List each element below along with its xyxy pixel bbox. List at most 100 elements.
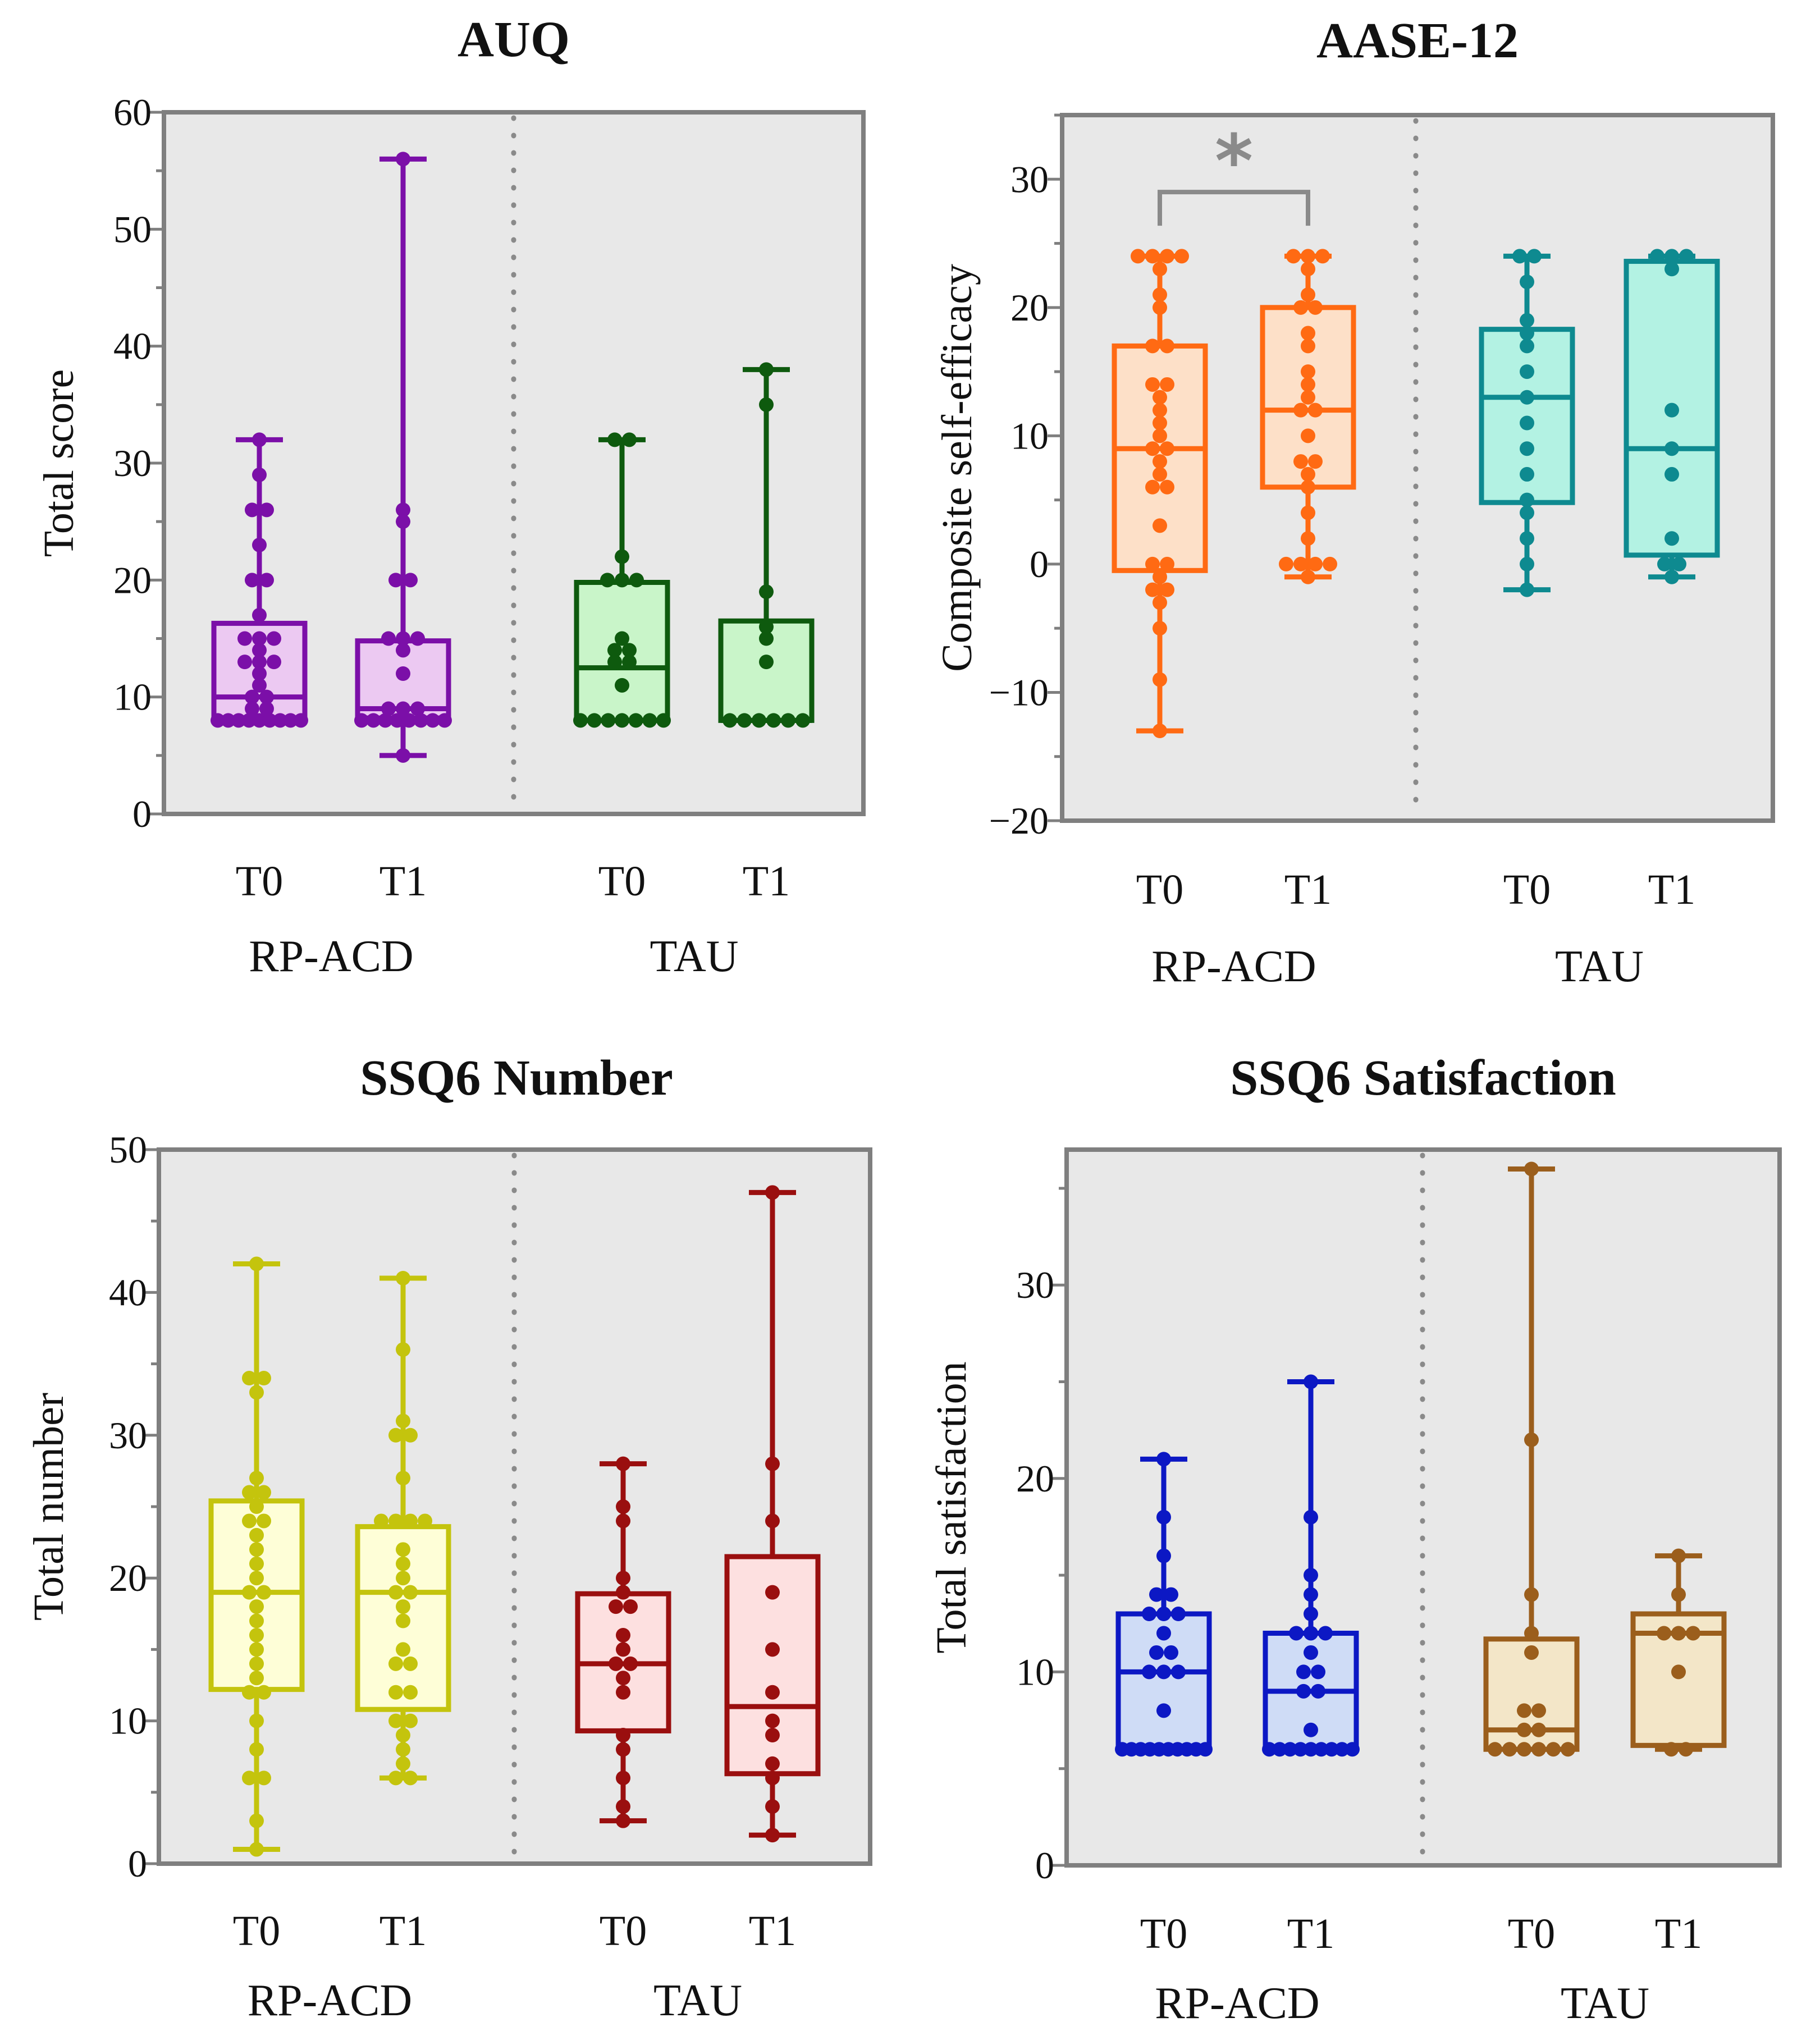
box-tau-t0 [1479, 249, 1575, 597]
group-label: RP-ACD [248, 1976, 412, 2025]
data-point [1546, 1742, 1561, 1757]
data-point [1664, 402, 1679, 418]
data-point [1279, 556, 1293, 571]
data-point [249, 1742, 264, 1757]
data-point [221, 713, 236, 728]
data-point [1301, 326, 1315, 341]
data-point [1517, 1722, 1531, 1737]
data-point [765, 1685, 780, 1700]
data-point [1145, 441, 1160, 456]
data-point [1520, 505, 1534, 520]
group-label: TAU [653, 1976, 742, 2025]
data-point [249, 1499, 264, 1514]
data-point [396, 1613, 410, 1628]
data-point [241, 713, 257, 728]
data-point [249, 1713, 264, 1728]
data-point [765, 1185, 780, 1200]
data-point [1156, 1664, 1171, 1680]
chart-panel-1: AASE-12 −20 −10 0 10 20 30 Composite self-effic… [934, 13, 1775, 991]
data-point [1524, 1161, 1539, 1177]
data-point [381, 631, 396, 646]
data-point [1524, 1626, 1539, 1641]
data-point [759, 631, 774, 646]
data-point [1334, 1742, 1350, 1757]
data-point [1664, 262, 1679, 277]
data-point [1308, 556, 1323, 571]
data-point [615, 631, 629, 646]
data-point [795, 713, 810, 728]
data-point [1650, 249, 1664, 264]
data-point [249, 1642, 264, 1657]
data-point [1153, 402, 1167, 418]
data-point [752, 713, 766, 728]
data-point [1286, 249, 1301, 264]
y-tick-label: 20 [1016, 1457, 1054, 1500]
box-tau-t0 [1483, 1161, 1580, 1757]
y-tick-label: 0 [1035, 1844, 1054, 1887]
data-point [1153, 428, 1167, 443]
data-point [587, 713, 602, 728]
data-point [759, 584, 774, 600]
iqr-box [574, 580, 670, 723]
data-point [616, 1770, 630, 1786]
data-point [1153, 672, 1167, 687]
data-point [1311, 1683, 1325, 1699]
data-point [616, 1513, 630, 1529]
group-label: TAU [1555, 942, 1644, 991]
data-point [1301, 249, 1315, 264]
x-tick-label: T0 [600, 1907, 647, 1955]
data-point [245, 502, 259, 518]
data-point [1531, 1742, 1546, 1757]
y-tick-label: 30 [1016, 1264, 1054, 1306]
chart-title: SSQ6 Number [360, 1050, 673, 1106]
data-point [1301, 505, 1315, 520]
data-point [245, 689, 259, 704]
data-point [1160, 377, 1174, 392]
data-point [1531, 1722, 1546, 1737]
data-point [737, 713, 752, 728]
box-rp-acd-t0 [211, 432, 308, 728]
data-point [242, 1513, 257, 1529]
data-point [765, 1770, 780, 1786]
data-point [252, 607, 267, 623]
data-point [1671, 1664, 1686, 1680]
data-point [388, 1656, 403, 1671]
data-point [616, 1585, 630, 1600]
data-point [245, 573, 259, 588]
data-point [1517, 1703, 1531, 1718]
data-point [1520, 338, 1534, 354]
data-point [1664, 569, 1679, 584]
group-label: TAU [1561, 1979, 1649, 2028]
data-point [1517, 1742, 1531, 1757]
data-point [211, 713, 225, 728]
data-point [249, 1256, 264, 1271]
data-point [1156, 1509, 1171, 1525]
group-label: TAU [650, 932, 738, 981]
data-point [1301, 479, 1315, 495]
data-point [1142, 1664, 1156, 1680]
x-tick-label: T0 [1503, 866, 1551, 913]
data-point [396, 1413, 410, 1429]
data-point [766, 713, 781, 728]
data-point [410, 631, 425, 646]
data-point [388, 1585, 403, 1600]
data-point [396, 1728, 410, 1743]
chart-panel-2: SSQ6 Number 0 10 20 30 40 50 Total number T0 T1 T0… [25, 1050, 872, 2025]
data-point [1520, 326, 1534, 341]
y-tick-label: −20 [989, 799, 1049, 842]
data-point [607, 643, 622, 658]
data-point [242, 1770, 257, 1786]
data-point [1308, 402, 1323, 418]
box-tau-t0 [575, 1456, 671, 1828]
data-point [765, 1713, 780, 1728]
data-point [1153, 595, 1167, 610]
y-tick-label: 50 [109, 1128, 147, 1171]
data-point [249, 1542, 264, 1557]
data-point [1304, 1626, 1318, 1641]
data-point [390, 713, 405, 728]
data-point [1153, 518, 1167, 533]
data-point [396, 514, 410, 529]
data-point [1301, 569, 1315, 584]
data-point [623, 1656, 638, 1671]
data-point [388, 1770, 403, 1786]
